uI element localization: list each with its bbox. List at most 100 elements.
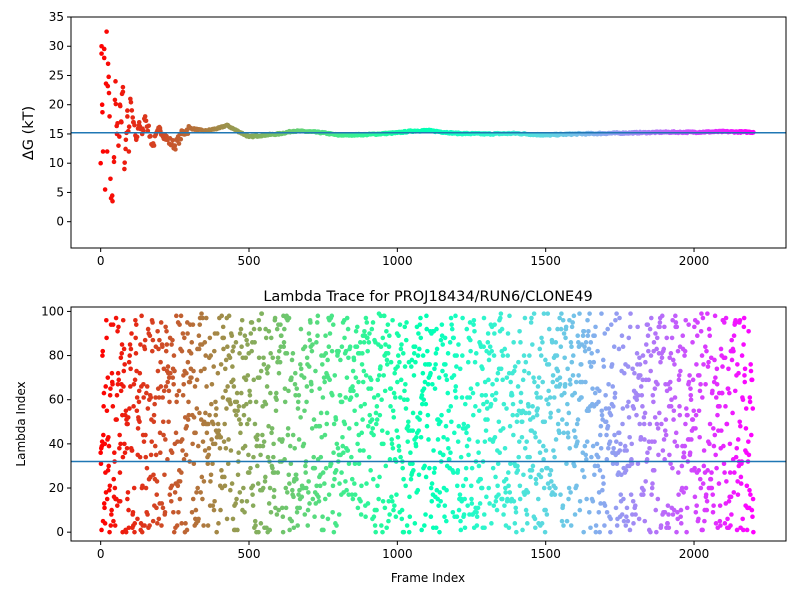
lambda-point (719, 428, 724, 433)
lambda-point (135, 516, 140, 522)
lambda-point (211, 348, 217, 354)
lambda-point (408, 364, 414, 369)
lambda-point (490, 381, 495, 387)
lambda-point (582, 443, 588, 449)
lambda-point (150, 337, 156, 343)
lambda-point (311, 454, 316, 460)
lambda-point (399, 507, 405, 513)
lambda-point (252, 340, 257, 345)
lambda-point (261, 439, 267, 444)
lambda-point (524, 521, 530, 526)
lambda-point (427, 465, 432, 471)
lambda-point (682, 348, 688, 354)
lambda-point (275, 355, 281, 361)
lambda-point (563, 324, 569, 330)
lambda-point (643, 342, 649, 347)
lambda-point (681, 490, 686, 495)
delta-g-point (102, 187, 108, 192)
lambda-point (315, 333, 320, 338)
lambda-point (162, 510, 168, 515)
lambda-point (495, 370, 501, 376)
lambda-point (263, 401, 269, 407)
lambda-point (307, 501, 312, 506)
lambda-point (707, 333, 713, 338)
lambda-point (669, 397, 674, 403)
lambda-point (513, 510, 519, 515)
lambda-point (165, 457, 170, 462)
lambda-point (420, 353, 426, 358)
lambda-point (335, 445, 341, 451)
lambda-point (618, 441, 623, 447)
lambda-point (274, 512, 280, 517)
lambda-point (640, 492, 646, 497)
lambda-point (415, 487, 421, 493)
lambda-point (526, 370, 532, 376)
lambda-point (744, 483, 750, 489)
lambda-point (321, 375, 327, 380)
lambda-point (309, 426, 315, 431)
lambda-point (129, 331, 134, 336)
lambda-point (352, 461, 358, 467)
lambda-point (253, 523, 258, 528)
lambda-point (365, 501, 371, 506)
lambda-point (331, 421, 337, 427)
lambda-point (292, 381, 298, 387)
lambda-point (485, 331, 491, 336)
lambda-point (540, 340, 545, 345)
lambda-point (565, 366, 570, 372)
lambda-point (254, 443, 260, 449)
lambda-point (230, 516, 236, 522)
lambda-point (676, 377, 682, 383)
lambda-point (730, 410, 735, 416)
lambda-point (551, 448, 556, 453)
lambda-point (225, 461, 231, 467)
lambda-point (407, 514, 413, 520)
lambda-point (558, 344, 564, 350)
lambda-point (241, 485, 246, 491)
lambda-point (317, 483, 323, 489)
lambda-point (332, 476, 337, 482)
lambda-point (143, 454, 149, 460)
lambda-point (419, 527, 424, 533)
lambda-point (438, 498, 443, 504)
lambda-point (371, 395, 377, 400)
lambda-point (251, 454, 256, 460)
lambda-point (235, 408, 241, 414)
lambda-point (398, 454, 403, 460)
lambda-point (356, 379, 361, 385)
lambda-point (155, 521, 160, 526)
lambda-point (491, 353, 497, 358)
lambda-point (118, 388, 124, 394)
delta-g-point (116, 143, 121, 148)
lambda-point (647, 445, 652, 451)
lambda-point (398, 346, 404, 352)
lambda-point (323, 351, 329, 356)
lambda-point (497, 450, 503, 455)
lambda-point (735, 362, 740, 367)
lambda-point (410, 461, 415, 467)
lambda-point (403, 381, 408, 387)
lambda-point (552, 492, 558, 497)
lambda-point (175, 439, 180, 444)
lambda-point (546, 362, 552, 367)
lambda-point (108, 386, 113, 391)
lambda-point (327, 331, 333, 336)
lambda-point (324, 421, 330, 427)
lambda-point (571, 428, 577, 433)
lambda-point (452, 430, 457, 436)
lambda-point (112, 450, 117, 455)
lambda-point (610, 384, 616, 389)
lambda-point (622, 370, 627, 376)
lambda-point (705, 311, 710, 316)
lambda-point (304, 399, 309, 405)
lambda-point (507, 423, 513, 429)
lambda-point (268, 390, 273, 396)
lambda-point (701, 448, 707, 453)
lambda-point (607, 439, 613, 444)
lambda-point (696, 408, 702, 414)
lambda-point (635, 393, 641, 398)
lambda-point (337, 481, 342, 486)
lambda-point (670, 512, 676, 517)
y-tick-label: 25 (49, 68, 64, 82)
lambda-point (505, 331, 511, 336)
